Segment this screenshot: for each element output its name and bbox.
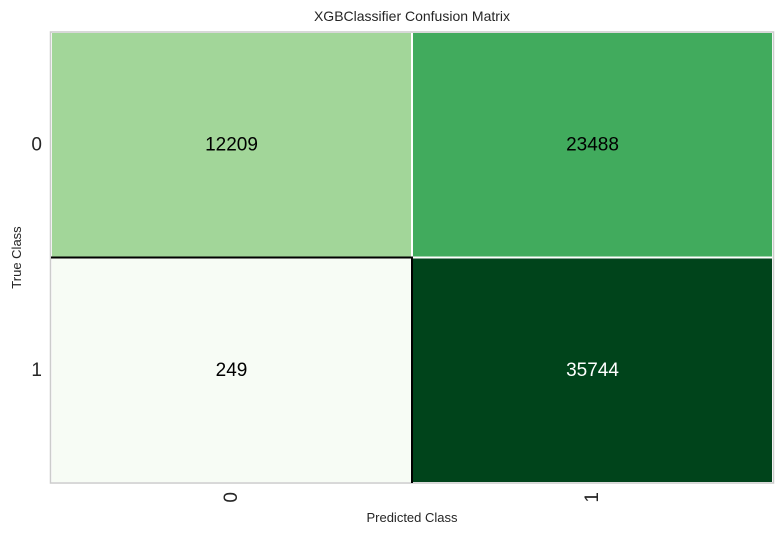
matrix-cell-0-0 xyxy=(50,31,413,259)
y-tick-label-0: 0 xyxy=(31,134,42,155)
y-axis-label: True Class xyxy=(9,226,24,289)
x-tick-label-1: 1 xyxy=(582,492,603,503)
matrix-cell-1-0 xyxy=(50,256,413,484)
matrix-cells: 12209 23488 249 35744 xyxy=(50,31,774,484)
diagonal-highlight xyxy=(51,256,413,483)
matrix-cell-value-0-0: 12209 xyxy=(205,134,258,155)
chart-title: XGBClassifier Confusion Matrix xyxy=(314,8,510,24)
matrix-cell-1-1 xyxy=(411,256,774,484)
highlight-border xyxy=(51,256,413,483)
y-tick-label-1: 1 xyxy=(31,360,42,381)
matrix-cell-value-1-1: 35744 xyxy=(566,360,619,381)
x-tick-label-0: 0 xyxy=(221,492,242,503)
matrix-cell-value-0-1: 23488 xyxy=(566,134,619,155)
x-axis-label: Predicted Class xyxy=(366,510,458,525)
y-tick-labels: 01 xyxy=(31,134,42,381)
matrix-cell-value-1-0: 249 xyxy=(216,360,248,381)
